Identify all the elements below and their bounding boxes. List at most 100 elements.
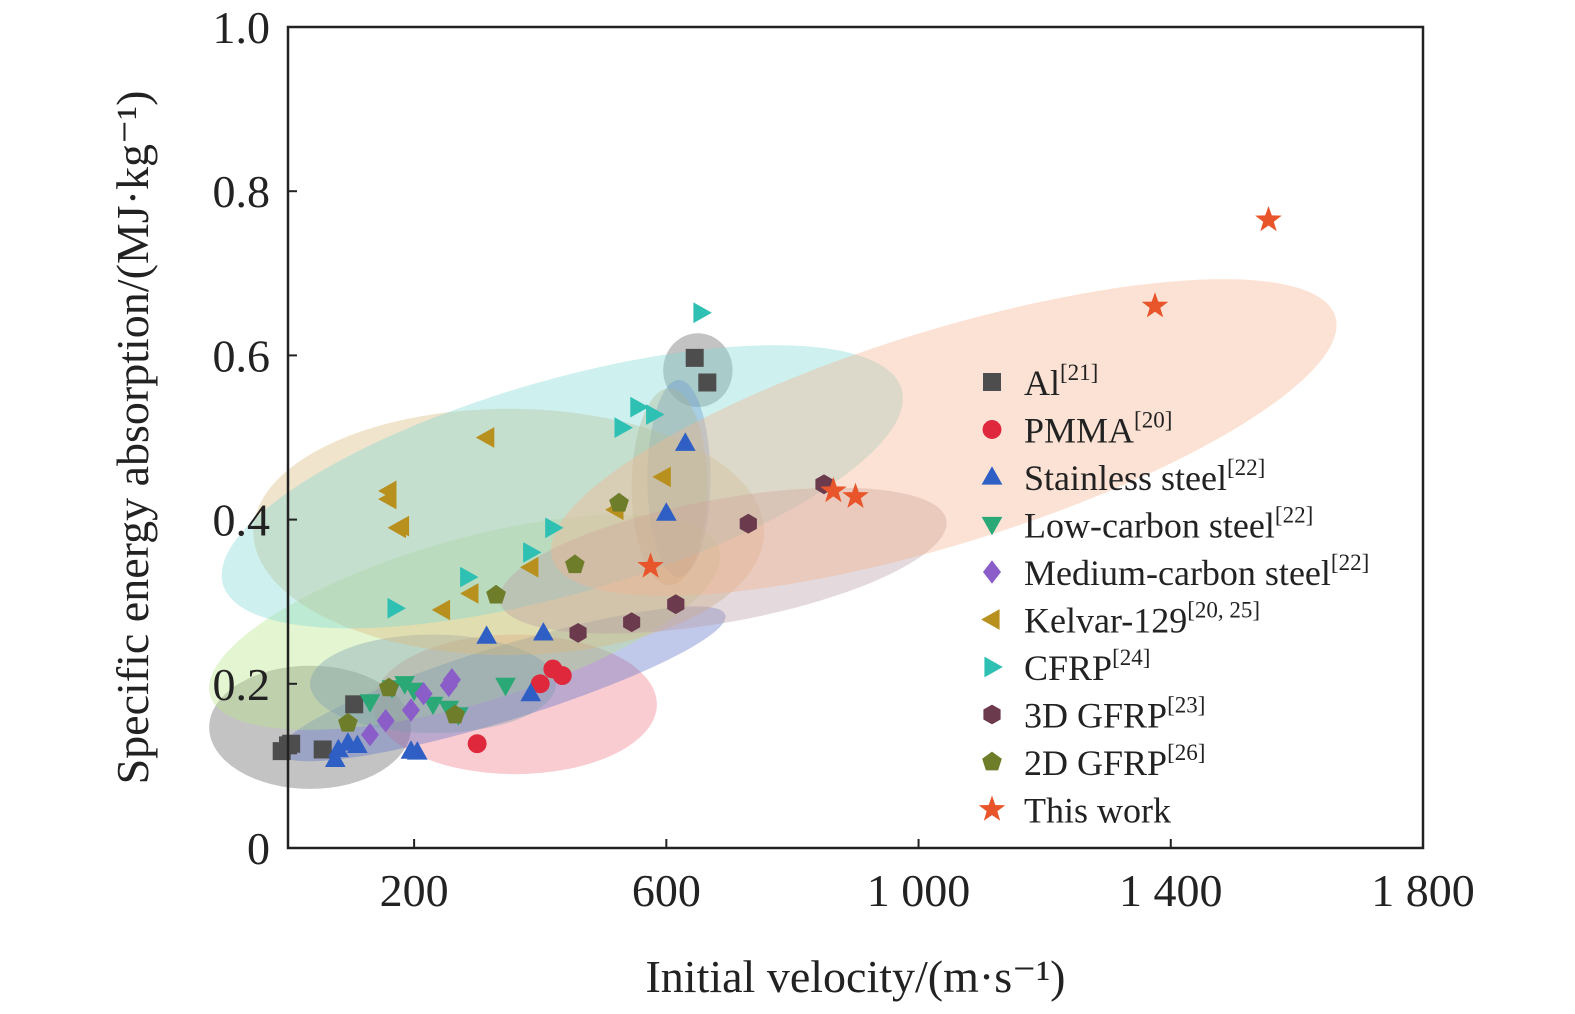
point-pmma (467, 734, 487, 754)
x-tick-label: 1 000 (867, 865, 971, 916)
point-2d-gfrp (445, 704, 465, 724)
x-axis-title: Initial velocity/(m·s⁻¹) (645, 951, 1065, 1002)
point-2d-gfrp (486, 584, 506, 604)
point-medium-carbon-steel (361, 723, 379, 747)
legend-ref: [26] (1167, 740, 1205, 765)
point-medium-carbon-steel (402, 698, 420, 722)
point-low-carbon-steel (422, 696, 444, 716)
legend-marker (982, 751, 1002, 771)
point-low-carbon-steel (394, 676, 415, 695)
point-this-work (1141, 292, 1169, 318)
legend-marker (982, 420, 1002, 439)
point-this-work (820, 476, 847, 503)
x-tick-label: 1 400 (1119, 865, 1223, 916)
region-pmma (373, 634, 657, 775)
point-al (685, 348, 704, 367)
point-cfrp (630, 396, 649, 418)
point-cfrp (545, 517, 564, 539)
point-kelvar-129 (460, 583, 479, 604)
point-3d-gfrp (569, 623, 587, 643)
point-low-carbon-steel (403, 682, 425, 702)
point-this-work (637, 552, 664, 578)
point-this-work (1255, 206, 1282, 232)
point-stainless-steel (674, 432, 696, 451)
legend-ref: [22] (1275, 503, 1313, 528)
point-al (313, 740, 332, 759)
legend-label: Medium-carbon steel[22] (1024, 550, 1369, 593)
point-medium-carbon-steel (376, 709, 395, 733)
region-kelvar-129 (253, 408, 765, 656)
point-3d-gfrp (667, 594, 685, 615)
point-stainless-steel (328, 738, 349, 758)
y-tick-label: 0.4 (213, 495, 271, 546)
plot-frame (286, 25, 1425, 850)
legend-label: CFRP[24] (1024, 645, 1150, 688)
legend-ref: [20, 25] (1187, 598, 1260, 623)
y-tick-label: 0.8 (213, 166, 271, 217)
legend-ref: [22] (1331, 550, 1369, 575)
point-stainless-steel (656, 502, 677, 521)
region-3d-gfrp (499, 487, 947, 634)
legend: Al[21]PMMA[20]Stainless steel[22]Low-car… (978, 360, 1369, 831)
legend-ref: [22] (1227, 455, 1265, 480)
point-2d-gfrp (379, 677, 399, 697)
point-3d-gfrp (739, 513, 757, 534)
point-kelvar-129 (390, 515, 410, 537)
point-medium-carbon-steel (442, 668, 461, 692)
legend-marker (983, 560, 1001, 584)
point-cfrp (523, 542, 542, 563)
point-al (282, 734, 301, 753)
point-kelvar-129 (652, 466, 671, 488)
point-2d-gfrp (609, 492, 629, 512)
point-kelvar-129 (431, 599, 451, 621)
x-tick-label: 600 (632, 865, 701, 916)
region-stainless-steel (647, 380, 711, 578)
point-low-carbon-steel (495, 677, 516, 697)
legend-label: Low-carbon steel[22] (1024, 503, 1313, 546)
y-tick-label: 0 (247, 823, 270, 874)
point-pmma (530, 674, 550, 694)
point-stainless-steel (347, 734, 368, 753)
point-cfrp (387, 597, 406, 619)
point-medium-carbon-steel (414, 682, 433, 706)
point-al (345, 695, 364, 714)
x-tick-label: 200 (380, 865, 449, 916)
point-2d-gfrp (338, 712, 358, 732)
legend-ref: [23] (1167, 693, 1205, 718)
point-kelvar-129 (378, 480, 397, 502)
region-cfrp (221, 345, 903, 629)
y-tick-label: 1.0 (213, 2, 271, 53)
legend-ref: [21] (1060, 360, 1098, 385)
y-axis: 0 0.2 0.4 0.6 0.8 1.0 (213, 2, 297, 874)
point-stainless-steel (533, 622, 554, 641)
legend-marker (983, 373, 1001, 391)
point-cfrp (693, 302, 712, 324)
data-points (272, 206, 1282, 767)
x-tick-label: 1 800 (1371, 865, 1475, 916)
legend-marker (984, 656, 1003, 678)
legend-marker (981, 516, 1003, 536)
legend-ref: [20] (1134, 408, 1172, 433)
point-stainless-steel (476, 625, 497, 644)
point-al (698, 373, 717, 392)
point-stainless-steel (324, 748, 346, 767)
point-low-carbon-steel (359, 694, 381, 713)
legend-label: Kelvar-129[20, 25] (1024, 598, 1260, 641)
point-pmma (552, 666, 572, 686)
point-cfrp (614, 417, 633, 438)
legend-marker (978, 795, 1006, 821)
legend-label: This work (1024, 791, 1171, 831)
point-kelvar-129 (520, 556, 539, 578)
legend-ref: [24] (1112, 645, 1150, 670)
point-2d-gfrp (565, 554, 585, 574)
legend-label: 3D GFRP[23] (1024, 693, 1205, 736)
y-axis-title: Specific energy absorption/(MJ·kg⁻¹) (107, 91, 158, 785)
region-kelvar-129 (631, 388, 708, 586)
legend-marker (981, 609, 1000, 630)
point-kelvar-129 (475, 427, 495, 448)
x-axis: 200 600 1 000 1 400 1 800 (380, 839, 1475, 916)
legend-marker (981, 466, 1003, 485)
point-cfrp (460, 566, 479, 588)
region-low-carbon-steel (209, 514, 721, 730)
